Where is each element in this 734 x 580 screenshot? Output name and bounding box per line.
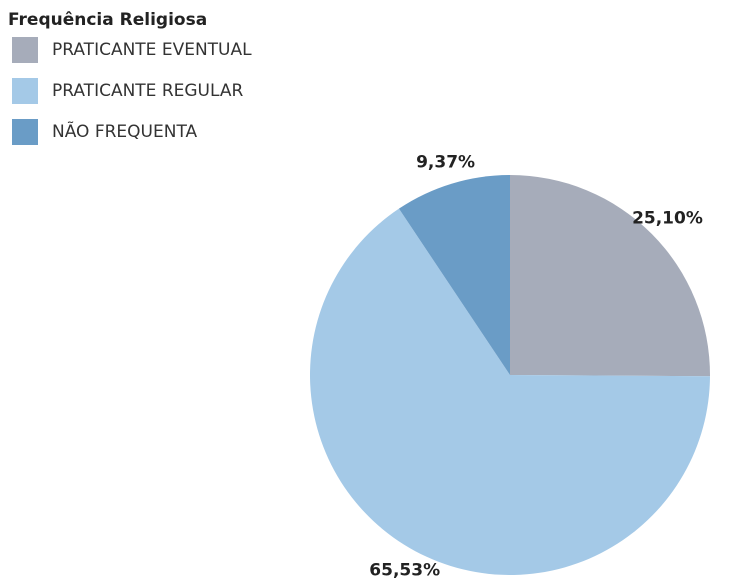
legend-text: PRATICANTE REGULAR	[52, 81, 243, 101]
legend-swatch	[12, 37, 38, 63]
value-label: 9,37%	[416, 153, 475, 173]
value-label: 65,53%	[369, 560, 440, 580]
legend-text: PRATICANTE EVENTUAL	[52, 40, 252, 60]
value-label: 25,10%	[632, 209, 703, 229]
legend-text: NÃO FREQUENTA	[52, 120, 198, 142]
legend-swatch	[12, 119, 38, 145]
pie-slice	[309, 208, 710, 576]
pie-slice	[398, 175, 510, 375]
legend-swatch	[12, 78, 38, 104]
legend-title: Frequência Religiosa	[8, 10, 207, 30]
pie-slice	[510, 175, 710, 377]
